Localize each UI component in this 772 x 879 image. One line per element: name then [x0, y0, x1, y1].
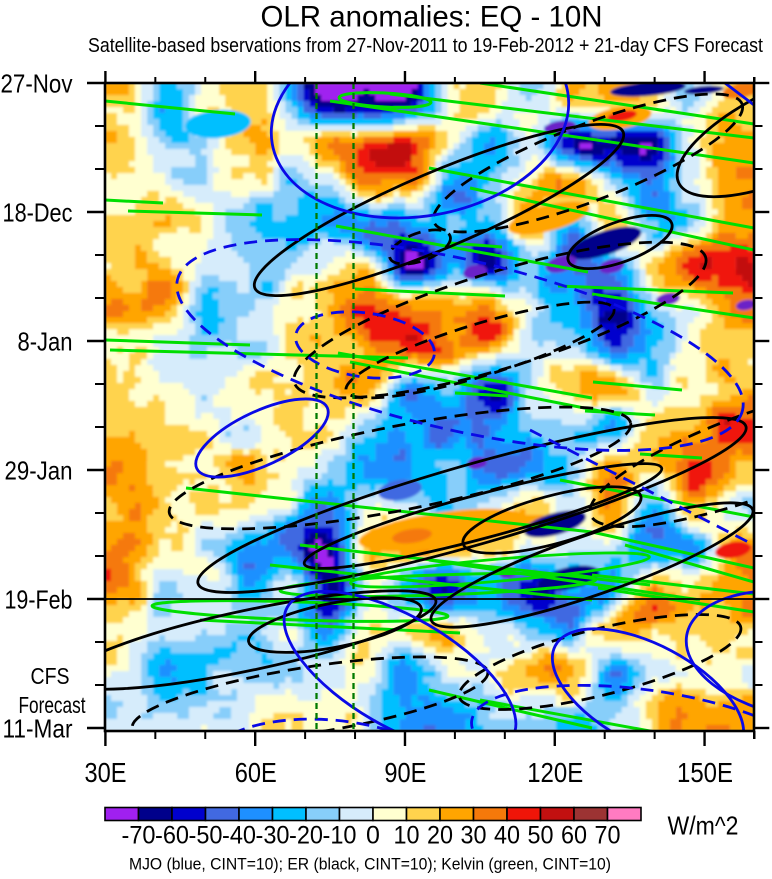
- svg-text:60: 60: [561, 822, 587, 850]
- svg-text:MJO (blue, CINT=10); ER (black: MJO (blue, CINT=10); ER (black, CINT=10)…: [129, 856, 611, 874]
- svg-text:10: 10: [394, 822, 420, 850]
- svg-text:-50: -50: [189, 822, 223, 850]
- svg-text:120E: 120E: [527, 757, 583, 788]
- svg-text:11-Mar: 11-Mar: [3, 713, 73, 743]
- svg-text:20: 20: [427, 822, 453, 850]
- svg-text:-30: -30: [256, 822, 290, 850]
- svg-text:-70: -70: [122, 822, 156, 850]
- svg-text:50: 50: [528, 822, 554, 850]
- svg-text:CFS: CFS: [31, 663, 70, 689]
- svg-text:40: 40: [494, 822, 520, 850]
- svg-text:18-Dec: 18-Dec: [3, 197, 73, 227]
- svg-text:-60: -60: [155, 822, 189, 850]
- svg-text:OLR anomalies: EQ - 10N: OLR anomalies: EQ - 10N: [261, 1, 603, 34]
- svg-text:0: 0: [366, 822, 380, 850]
- svg-text:90E: 90E: [384, 757, 426, 788]
- svg-text:8-Jan: 8-Jan: [18, 326, 73, 356]
- svg-text:19-Feb: 19-Feb: [5, 584, 73, 614]
- svg-text:150E: 150E: [677, 757, 733, 788]
- svg-text:70: 70: [595, 822, 621, 850]
- svg-text:30E: 30E: [85, 757, 127, 788]
- svg-text:60E: 60E: [235, 757, 277, 788]
- svg-text:Satellite-based bservations fr: Satellite-based bservations from 27-Nov-…: [88, 35, 763, 57]
- svg-text:W/m^2: W/m^2: [668, 811, 739, 841]
- svg-text:Forecast: Forecast: [19, 692, 86, 718]
- svg-text:30: 30: [461, 822, 487, 850]
- svg-text:-20: -20: [289, 822, 323, 850]
- svg-text:29-Jan: 29-Jan: [5, 455, 73, 485]
- svg-text:-40: -40: [222, 822, 256, 850]
- svg-text:27-Nov: 27-Nov: [1, 68, 73, 98]
- svg-text:-10: -10: [323, 822, 357, 850]
